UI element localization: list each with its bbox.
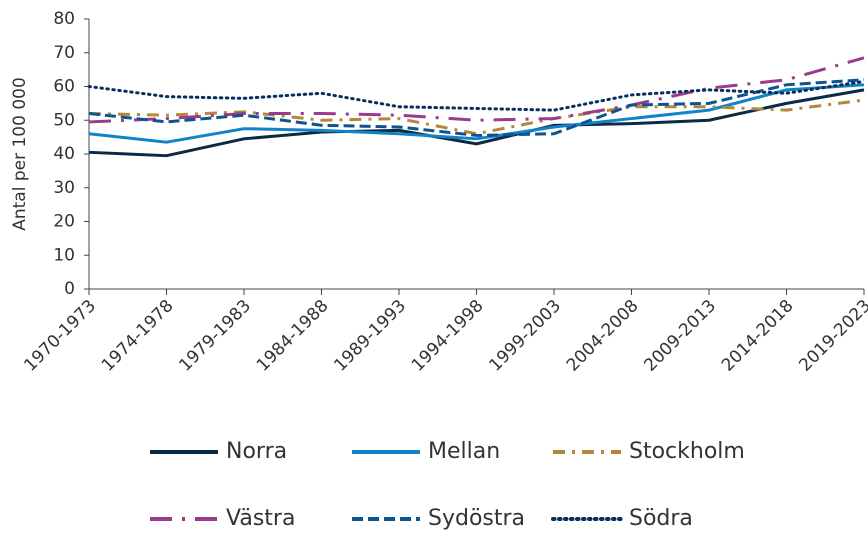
x-tick-label: 1984-1988 — [253, 296, 333, 376]
y-tick-label: 70 — [53, 43, 75, 63]
legend-label: Norra — [226, 439, 287, 464]
y-tick-label: 30 — [53, 178, 75, 198]
series-line — [88, 83, 865, 144]
y-tick-label: 20 — [53, 212, 75, 232]
y-tick-label: 50 — [53, 110, 75, 130]
y-tick-label: 80 — [53, 9, 75, 29]
y-axis-label: Antal per 100 000 — [10, 77, 30, 231]
x-tick-label: 1979-1983 — [175, 296, 255, 376]
series-line — [88, 88, 865, 158]
y-tick-label: 0 — [64, 279, 75, 299]
x-tick-label: 2009-2013 — [640, 296, 720, 376]
legend-label: Västra — [226, 506, 295, 531]
legend-label: Mellan — [428, 439, 500, 464]
x-tick-label: 1994-1998 — [408, 296, 488, 376]
legend-label: Södra — [629, 506, 693, 531]
series-line — [88, 98, 865, 136]
legend-label: Stockholm — [629, 439, 745, 464]
series-line — [88, 78, 865, 137]
x-tick-label: 2014-2018 — [718, 296, 798, 376]
x-tick-label: 2019-2023 — [795, 296, 868, 376]
x-tick-label: 1989-1993 — [330, 296, 410, 376]
series-line — [87, 79, 866, 112]
y-tick-label: 10 — [53, 245, 75, 265]
x-tick-label: 1999-2003 — [485, 296, 565, 376]
y-tick-label: 60 — [53, 77, 75, 97]
y-tick-label: 40 — [53, 144, 75, 164]
x-tick-label: 1974-1978 — [98, 296, 178, 376]
x-tick-label: 1970-1973 — [20, 296, 100, 376]
x-tick-label: 2004-2008 — [563, 296, 643, 376]
series-line — [88, 56, 865, 124]
legend-label: Sydöstra — [428, 506, 525, 531]
